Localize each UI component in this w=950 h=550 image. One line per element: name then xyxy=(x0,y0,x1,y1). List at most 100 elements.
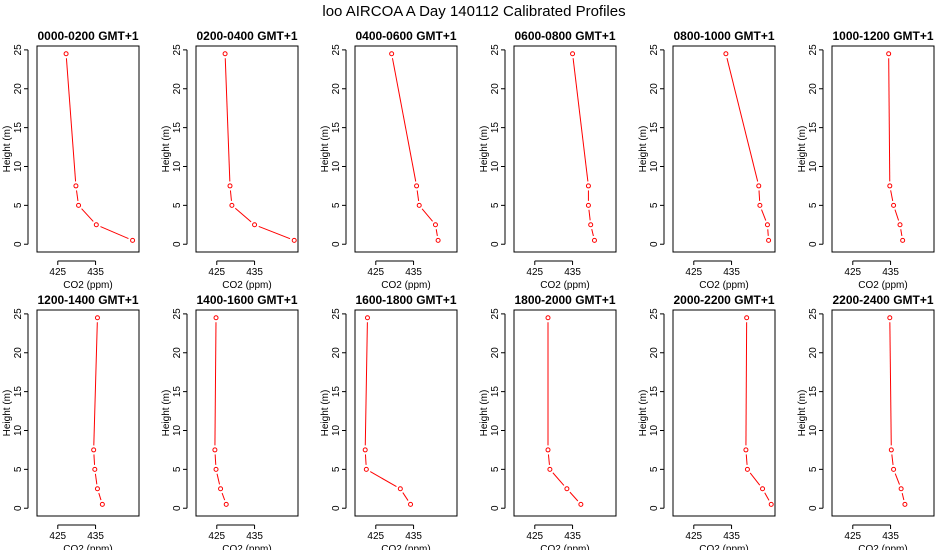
panel-title: 1400-1600 GMT+1 xyxy=(196,293,297,307)
data-point xyxy=(212,447,218,453)
figure-title: loo AIRCOA A Day 140112 Calibrated Profi… xyxy=(322,3,625,20)
panel: 0800-1000 GMT+1 0 5 10 15 20 25 425 435 CO2 (ppm)… xyxy=(638,29,776,291)
y-tick-label: 0 xyxy=(490,241,501,247)
plot-frame xyxy=(195,45,299,253)
y-axis-label: Height (m) xyxy=(320,390,331,437)
data-point xyxy=(222,51,228,57)
data-point xyxy=(564,486,570,492)
data-point xyxy=(766,237,772,243)
data-point xyxy=(591,237,597,243)
panel: 1600-1800 GMT+1 0 5 10 15 20 25 425 435 CO2 (ppm)… xyxy=(320,293,458,550)
y-tick-label: 25 xyxy=(172,44,183,56)
x-axis-label: CO2 (ppm) xyxy=(540,544,589,550)
data-point xyxy=(891,466,897,472)
data-point xyxy=(902,501,908,507)
y-tick-label: 25 xyxy=(331,308,342,320)
data-point xyxy=(756,183,762,189)
data-point xyxy=(76,202,82,208)
y-tick-label: 5 xyxy=(13,202,24,208)
y-tick-label: 20 xyxy=(490,83,501,95)
x-axis-label: CO2 (ppm) xyxy=(540,280,589,291)
profile-segment xyxy=(258,225,291,240)
data-point xyxy=(764,222,770,228)
profile-segment xyxy=(572,58,589,182)
profile-segment xyxy=(402,492,409,501)
profile-segment xyxy=(891,454,894,465)
x-tick-label: 425 xyxy=(208,267,225,278)
profile-segment xyxy=(435,229,438,236)
x-tick-label: 435 xyxy=(882,267,899,278)
data-point xyxy=(888,447,894,453)
y-tick-label: 10 xyxy=(808,160,819,172)
y-tick-label: 20 xyxy=(808,347,819,359)
y-tick-label: 15 xyxy=(331,386,342,398)
y-tick-label: 5 xyxy=(172,466,183,472)
panel-title: 1600-1800 GMT+1 xyxy=(355,293,456,307)
y-tick-label: 10 xyxy=(490,424,501,436)
panel: 2000-2200 GMT+1 0 5 10 15 20 25 425 435 CO2 (ppm)… xyxy=(638,293,776,550)
y-axis-label: Height (m) xyxy=(479,126,490,173)
data-point xyxy=(547,466,553,472)
data-point xyxy=(414,183,420,189)
data-point xyxy=(408,501,414,507)
panel-title: 0600-0800 GMT+1 xyxy=(514,29,615,43)
data-point xyxy=(886,51,892,57)
x-tick-label: 435 xyxy=(882,531,899,542)
panel-title: 0800-1000 GMT+1 xyxy=(673,29,774,43)
panel: 1400-1600 GMT+1 0 5 10 15 20 25 425 435 CO2 (ppm)… xyxy=(161,293,299,550)
profile-segment xyxy=(890,190,894,202)
y-tick-label: 5 xyxy=(172,202,183,208)
panels-container: 0000-0200 GMT+1 0 5 10 15 20 25 425 435 CO2 (ppm)… xyxy=(2,29,935,550)
x-tick-label: 425 xyxy=(208,531,225,542)
y-tick-label: 5 xyxy=(490,202,501,208)
data-point xyxy=(99,501,105,507)
y-tick-label: 25 xyxy=(490,308,501,320)
y-axis-label: Height (m) xyxy=(797,390,808,437)
profile-segment xyxy=(221,492,226,501)
profile-segment xyxy=(745,322,748,446)
y-tick-label: 5 xyxy=(649,202,660,208)
profile-segment xyxy=(391,58,417,182)
plot-frame xyxy=(195,309,299,517)
profile-segment xyxy=(224,58,231,182)
panel-title: 1200-1400 GMT+1 xyxy=(37,293,138,307)
y-tick-label: 15 xyxy=(808,122,819,134)
y-tick-label: 25 xyxy=(490,44,501,56)
profile-segment xyxy=(591,229,594,237)
y-axis-label: Height (m) xyxy=(161,390,172,437)
data-point xyxy=(218,486,224,492)
data-point xyxy=(94,315,100,321)
data-point xyxy=(229,202,235,208)
y-tick-label: 5 xyxy=(490,466,501,472)
y-tick-label: 0 xyxy=(13,241,24,247)
panel-title: 1800-2000 GMT+1 xyxy=(514,293,615,307)
profile-segment xyxy=(94,473,98,485)
y-tick-label: 15 xyxy=(331,122,342,134)
data-point xyxy=(130,237,136,243)
x-axis-label: CO2 (ppm) xyxy=(858,544,907,550)
plot-frame xyxy=(354,45,458,253)
panel-title: 0400-0600 GMT+1 xyxy=(355,29,456,43)
y-axis-label: Height (m) xyxy=(479,390,490,437)
profile-segment xyxy=(81,208,94,222)
panel: 1200-1400 GMT+1 0 5 10 15 20 25 425 435 CO2 (ppm)… xyxy=(2,293,140,550)
data-point xyxy=(900,237,906,243)
y-tick-label: 20 xyxy=(331,83,342,95)
panel-title: 1000-1200 GMT+1 xyxy=(832,29,933,43)
profile-segment xyxy=(758,190,761,201)
x-axis-label: CO2 (ppm) xyxy=(222,544,271,550)
y-tick-label: 25 xyxy=(13,44,24,56)
y-tick-label: 10 xyxy=(331,424,342,436)
panel-title: 2000-2200 GMT+1 xyxy=(673,293,774,307)
y-tick-label: 5 xyxy=(331,466,342,472)
y-tick-label: 25 xyxy=(808,308,819,320)
data-point xyxy=(213,315,219,321)
y-tick-label: 25 xyxy=(13,308,24,320)
data-point xyxy=(213,466,219,472)
data-point xyxy=(364,315,370,321)
panel-title: 2200-2400 GMT+1 xyxy=(832,293,933,307)
data-point xyxy=(389,51,395,57)
data-point xyxy=(545,315,551,321)
y-tick-label: 25 xyxy=(649,308,660,320)
